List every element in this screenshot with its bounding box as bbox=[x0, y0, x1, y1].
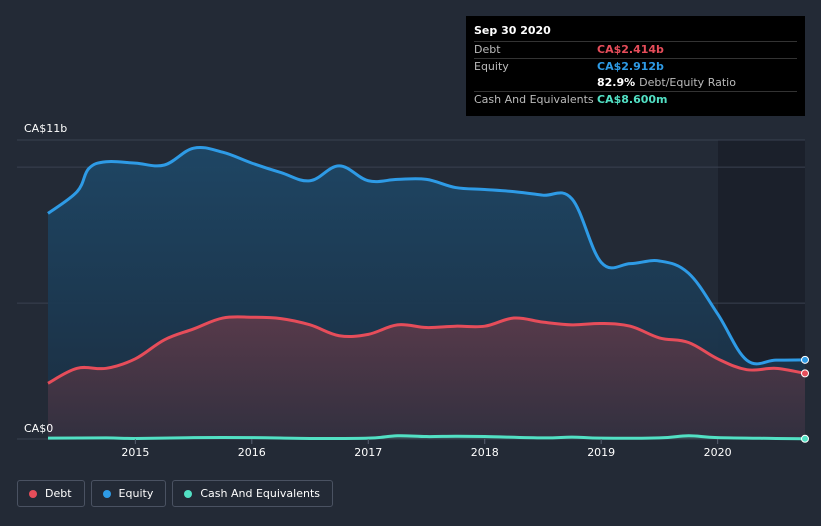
equity-line bbox=[47, 145, 806, 366]
series-areas bbox=[48, 147, 805, 439]
legend-item-equity[interactable]: Equity bbox=[90, 480, 167, 507]
equity-dot-icon bbox=[102, 489, 111, 498]
tooltip-panel: Sep 30 2020 Debt CA$2.414b Equity CA$2.9… bbox=[466, 16, 805, 116]
x-tick-label: 2020 bbox=[704, 446, 732, 459]
tooltip-ratio-label: Debt/Equity Ratio bbox=[639, 75, 736, 89]
tooltip-ratio-value: 82.9% bbox=[597, 75, 636, 89]
tooltip-cash-label: Cash And Equivalents bbox=[474, 92, 594, 106]
x-tick-label: 2016 bbox=[238, 446, 266, 459]
x-tick-label: 2015 bbox=[121, 446, 149, 459]
series-lines bbox=[47, 145, 806, 441]
debt-dot-icon bbox=[29, 489, 37, 498]
chart-legend: Debt Equity Cash And Equivalents bbox=[17, 480, 333, 507]
legend-equity-label: Equity bbox=[118, 487, 154, 500]
cash-dot-icon bbox=[184, 489, 193, 498]
x-axis-ticks: 2015 2016 2017 2018 2019 2020 bbox=[121, 439, 732, 459]
tooltip-debt-label: Debt bbox=[474, 43, 501, 57]
legend-debt-label: Debt bbox=[45, 487, 72, 500]
tooltip-row-debt: Debt CA$2.414b bbox=[474, 41, 797, 58]
cash-and-equivalents-line bbox=[47, 434, 806, 441]
cash-and-equivalents-endpoint bbox=[801, 434, 809, 443]
legend-cash-label: Cash And Equivalents bbox=[200, 487, 320, 500]
tooltip-date: Sep 30 2020 bbox=[474, 24, 551, 37]
debt-area bbox=[48, 316, 805, 439]
x-tick-label: 2019 bbox=[587, 446, 615, 459]
tooltip-cash-value: CA$8.600m bbox=[597, 92, 668, 106]
series-endpoints bbox=[801, 355, 809, 443]
tooltip-row-equity: Equity CA$2.912b bbox=[474, 57, 797, 75]
debt-endpoint bbox=[801, 369, 809, 378]
tooltip-equity-label: Equity bbox=[474, 59, 509, 73]
y-axis-top-label: CA$11b bbox=[24, 122, 67, 135]
debt-line bbox=[47, 315, 806, 385]
equity-endpoint bbox=[801, 355, 809, 364]
legend-item-cash[interactable]: Cash And Equivalents bbox=[172, 480, 333, 507]
x-tick-label: 2018 bbox=[471, 446, 499, 459]
tooltip-debt-value: CA$2.414b bbox=[597, 43, 664, 57]
tooltip-row-cash: Cash And Equivalents CA$8.600m bbox=[474, 90, 797, 108]
tooltip-equity-value: CA$2.912b bbox=[597, 59, 664, 73]
y-axis-bottom-label: CA$0 bbox=[24, 422, 53, 435]
tooltip-row-ratio: 82.9% Debt/Equity Ratio bbox=[474, 74, 797, 91]
legend-item-debt[interactable]: Debt bbox=[17, 480, 85, 507]
x-tick-label: 2017 bbox=[354, 446, 382, 459]
